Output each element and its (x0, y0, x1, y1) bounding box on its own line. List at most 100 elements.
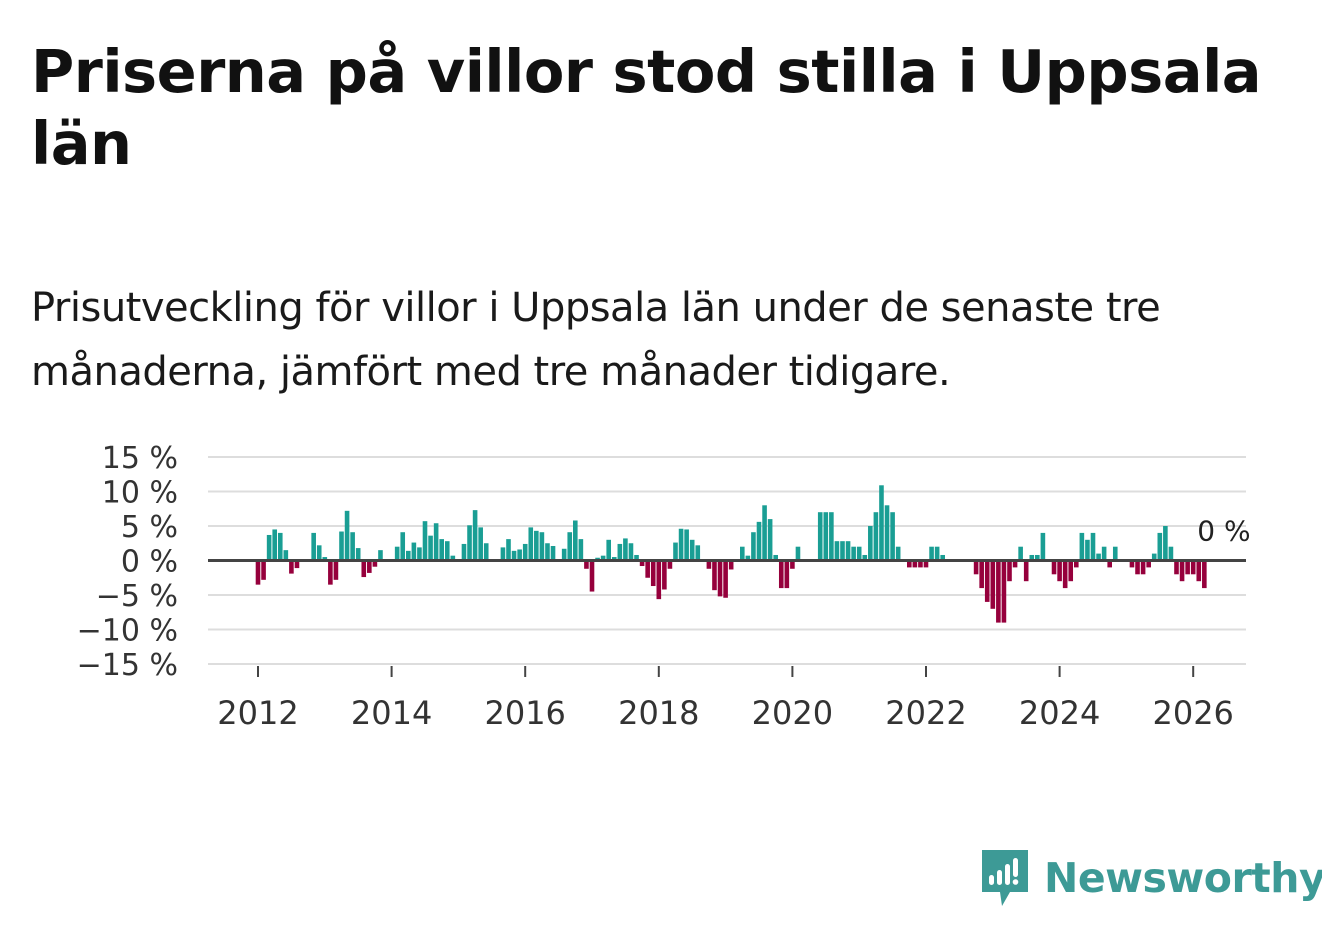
bar (1107, 560, 1112, 568)
bar (1135, 560, 1140, 575)
bar (773, 554, 778, 561)
bar (829, 512, 834, 561)
bar (372, 560, 378, 567)
bar (723, 560, 728, 598)
bar (461, 543, 467, 561)
bar (740, 546, 745, 561)
x-tick-label: 2016 (484, 694, 565, 732)
bar (862, 554, 868, 561)
bar (444, 541, 450, 561)
bar (1085, 539, 1090, 561)
bar (467, 525, 472, 561)
bar (378, 550, 383, 561)
bar (255, 560, 261, 585)
bar (934, 546, 940, 561)
bar (350, 532, 355, 561)
bar (266, 534, 272, 561)
bar (545, 543, 550, 561)
bar (1185, 560, 1190, 575)
bar (684, 529, 689, 561)
bar (450, 555, 456, 561)
bar (856, 546, 862, 561)
bar (539, 532, 545, 561)
bar (328, 560, 333, 585)
bar (1174, 560, 1179, 575)
annotations: 0 % (1197, 515, 1250, 548)
bar (1023, 560, 1029, 582)
bar (339, 531, 344, 561)
bar (511, 550, 517, 561)
bar (611, 557, 617, 561)
bar (907, 560, 912, 568)
x-tick-label: 2024 (1019, 694, 1100, 732)
bar (1202, 560, 1207, 589)
bar (433, 523, 439, 561)
bar (1129, 560, 1135, 568)
bar (589, 560, 595, 592)
bar (322, 557, 328, 561)
bar (689, 539, 695, 561)
bar (784, 560, 790, 589)
bar (522, 543, 528, 561)
bar (756, 521, 762, 561)
bar (600, 555, 606, 561)
bar (918, 560, 923, 568)
bar (817, 512, 823, 561)
bar (767, 519, 773, 561)
x-tick-label: 2020 (752, 694, 833, 732)
y-tick-label: 0 % (121, 545, 178, 580)
bar (584, 560, 589, 569)
bar (1146, 560, 1151, 568)
bar (751, 532, 756, 561)
bar (1007, 560, 1012, 582)
bar (1101, 546, 1107, 561)
bar (272, 529, 277, 561)
bar (973, 560, 979, 575)
bar (261, 560, 266, 580)
bar (762, 505, 767, 561)
bar (400, 532, 406, 561)
bar (294, 560, 300, 569)
bar (1074, 560, 1079, 568)
bar (573, 520, 578, 561)
bar (778, 560, 784, 589)
bar (706, 560, 712, 569)
bar (1157, 532, 1163, 561)
bar (422, 521, 428, 561)
bar (873, 512, 879, 561)
bar (478, 527, 483, 561)
bar (311, 532, 316, 561)
brand-name: Newsworthy (1044, 854, 1322, 902)
bar (406, 550, 411, 561)
bar (879, 485, 884, 561)
bar (411, 542, 417, 561)
bar (979, 560, 984, 589)
bar (895, 546, 901, 561)
bar (851, 546, 856, 561)
bar (617, 543, 623, 561)
bar (606, 539, 611, 561)
bar (1029, 554, 1035, 561)
chart-subtitle: Prisutveckling för villor i Uppsala län … (31, 285, 1161, 395)
bar (745, 555, 751, 561)
bar (656, 560, 662, 600)
bar (1196, 560, 1202, 582)
gridlines (208, 456, 1246, 665)
bar (1062, 560, 1068, 589)
bar (567, 532, 573, 561)
bar (1112, 546, 1118, 561)
bar (506, 539, 511, 561)
bar (717, 560, 723, 597)
bar (472, 510, 478, 561)
bar (550, 546, 556, 561)
bar (1090, 532, 1096, 561)
bar (650, 560, 656, 587)
bar (528, 527, 534, 561)
bar (355, 548, 361, 561)
bar (1151, 553, 1157, 561)
bar (1012, 560, 1018, 568)
bar (1163, 526, 1168, 561)
bar (940, 554, 945, 561)
bar (990, 560, 996, 609)
bar (1079, 532, 1085, 561)
